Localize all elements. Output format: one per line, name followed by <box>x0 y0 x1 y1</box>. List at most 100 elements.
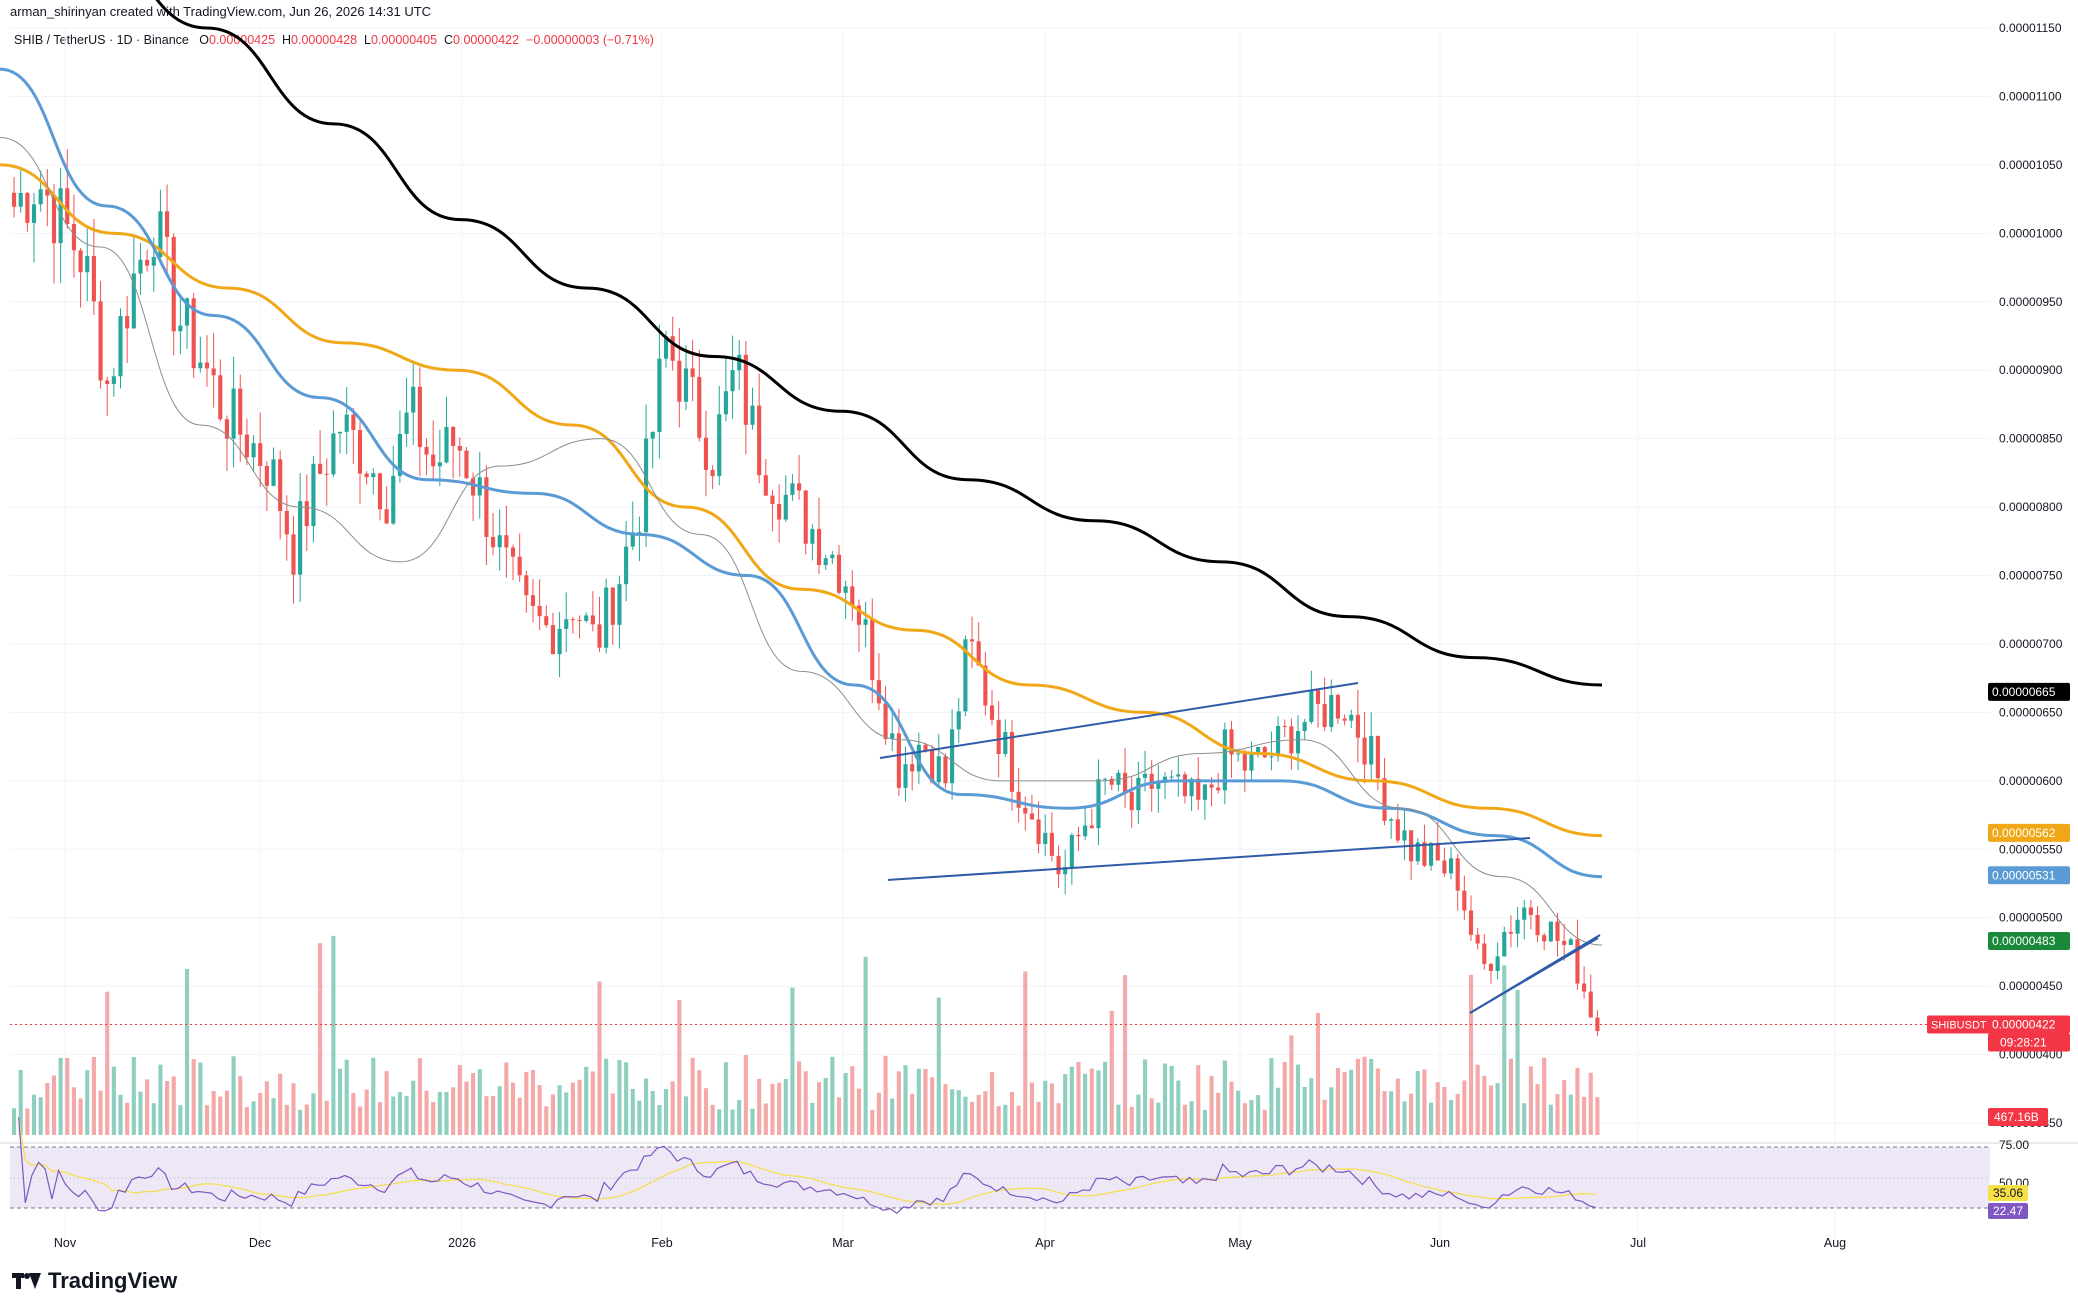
y-tick-label: 0.00000550 <box>1999 842 2063 856</box>
volume-bar <box>663 1089 669 1135</box>
volume-bar <box>763 1103 768 1135</box>
volume-bar <box>683 1096 689 1135</box>
candle-body <box>1375 736 1380 779</box>
volume-bar <box>843 1072 848 1135</box>
author-line: arman_shirinyan created with TradingView… <box>10 4 432 19</box>
volume-bar <box>1562 1080 1567 1135</box>
candle-body <box>497 535 502 548</box>
candle-body <box>71 224 76 251</box>
volume-bar <box>956 1090 961 1135</box>
volume-bar <box>810 1102 815 1135</box>
volume-bar <box>524 1071 529 1135</box>
candle-body <box>883 703 888 740</box>
volume-bar <box>85 1070 90 1135</box>
candle-body <box>238 388 243 435</box>
candle-body <box>490 536 496 548</box>
volume-bar <box>830 1056 835 1135</box>
candle-body <box>1555 921 1560 941</box>
volume-bar <box>251 1101 256 1135</box>
candle-body <box>397 433 402 476</box>
volume-bar <box>324 1100 329 1135</box>
candle-body <box>1129 791 1134 811</box>
volume-bar <box>1355 1058 1360 1135</box>
volume-bar <box>910 1093 915 1135</box>
volume-bar <box>184 968 190 1135</box>
volume-bar <box>464 1081 469 1135</box>
y-tick-label: 0.00000950 <box>1999 295 2063 309</box>
candle-body <box>870 619 875 681</box>
volume-bar <box>1535 1084 1540 1135</box>
volume-bar <box>1123 975 1128 1135</box>
candle-body <box>1522 907 1527 920</box>
candle-body <box>936 756 941 783</box>
candle-body <box>65 188 70 225</box>
close-label: C <box>443 33 454 47</box>
y-tick-label: 0.00000850 <box>1999 432 2063 446</box>
candle-body <box>444 426 449 463</box>
volume-bar <box>677 999 682 1135</box>
candle-body <box>856 605 862 625</box>
candle-body <box>457 445 462 451</box>
volume-bar <box>1582 1096 1587 1135</box>
volume-bar <box>1542 1057 1547 1135</box>
candle-body <box>777 504 782 520</box>
volume-bar <box>191 1059 196 1135</box>
candle-body <box>1216 787 1221 791</box>
volume-bar <box>477 1069 482 1135</box>
candle-body <box>1502 931 1507 957</box>
symbol-name[interactable]: SHIB / TetherUS · 1D · Binance <box>14 33 189 47</box>
candle-body <box>1435 842 1440 861</box>
candle-body <box>763 475 768 496</box>
volume-bar <box>690 1057 695 1135</box>
candle-body <box>331 433 336 475</box>
volume-bar <box>271 1098 276 1135</box>
volume-bar <box>12 1108 17 1135</box>
candle-body <box>78 250 83 273</box>
volume-bar <box>65 1057 70 1135</box>
volume-bar <box>25 1108 30 1135</box>
volume-bar <box>816 1082 822 1135</box>
candle-body <box>663 336 669 359</box>
volume-bar <box>557 1085 562 1135</box>
brand-name: TradingView <box>48 1268 178 1293</box>
rsi-tag <box>1988 1185 2028 1201</box>
candle-body <box>311 463 316 527</box>
low-label: L <box>364 33 371 47</box>
volume-bar <box>1156 1102 1161 1135</box>
candle-body <box>411 386 416 413</box>
volume-bar <box>1362 1056 1367 1135</box>
volume-bar <box>71 1087 76 1135</box>
candle-body <box>431 454 436 467</box>
rsi-tag-value: 35.06 <box>1993 1186 2023 1200</box>
volume-bar <box>198 1062 203 1135</box>
candle-body <box>1462 890 1467 911</box>
candle-body <box>703 437 709 470</box>
candle-body <box>650 431 655 439</box>
volume-bar <box>577 1079 582 1135</box>
volume-bar <box>936 997 941 1135</box>
volume-bar <box>471 1073 476 1135</box>
candle-body <box>943 756 948 784</box>
candle-body <box>377 473 383 510</box>
volume-bar <box>357 1106 363 1135</box>
volume-bar <box>597 981 602 1135</box>
volume-bar <box>996 1106 1001 1135</box>
volume-bar <box>1455 1093 1460 1135</box>
volume-bar <box>537 1085 542 1135</box>
volume-bar <box>1422 1069 1427 1135</box>
rsi-line <box>18 1117 1596 1215</box>
candle-body <box>737 354 742 371</box>
candle-body <box>604 587 609 648</box>
volume-bar <box>1442 1086 1447 1135</box>
candle-body <box>1562 940 1567 945</box>
tradingview-logo[interactable]: TradingView <box>12 1268 177 1294</box>
moving-average-line <box>0 67 1603 879</box>
candle-body <box>797 483 802 491</box>
candle-body <box>524 575 529 596</box>
volume-bar <box>244 1107 249 1135</box>
candle-body <box>983 665 988 706</box>
y-tick-label: 0.00001000 <box>1999 226 2063 240</box>
candle-body <box>610 587 615 625</box>
candle-body <box>717 414 722 477</box>
